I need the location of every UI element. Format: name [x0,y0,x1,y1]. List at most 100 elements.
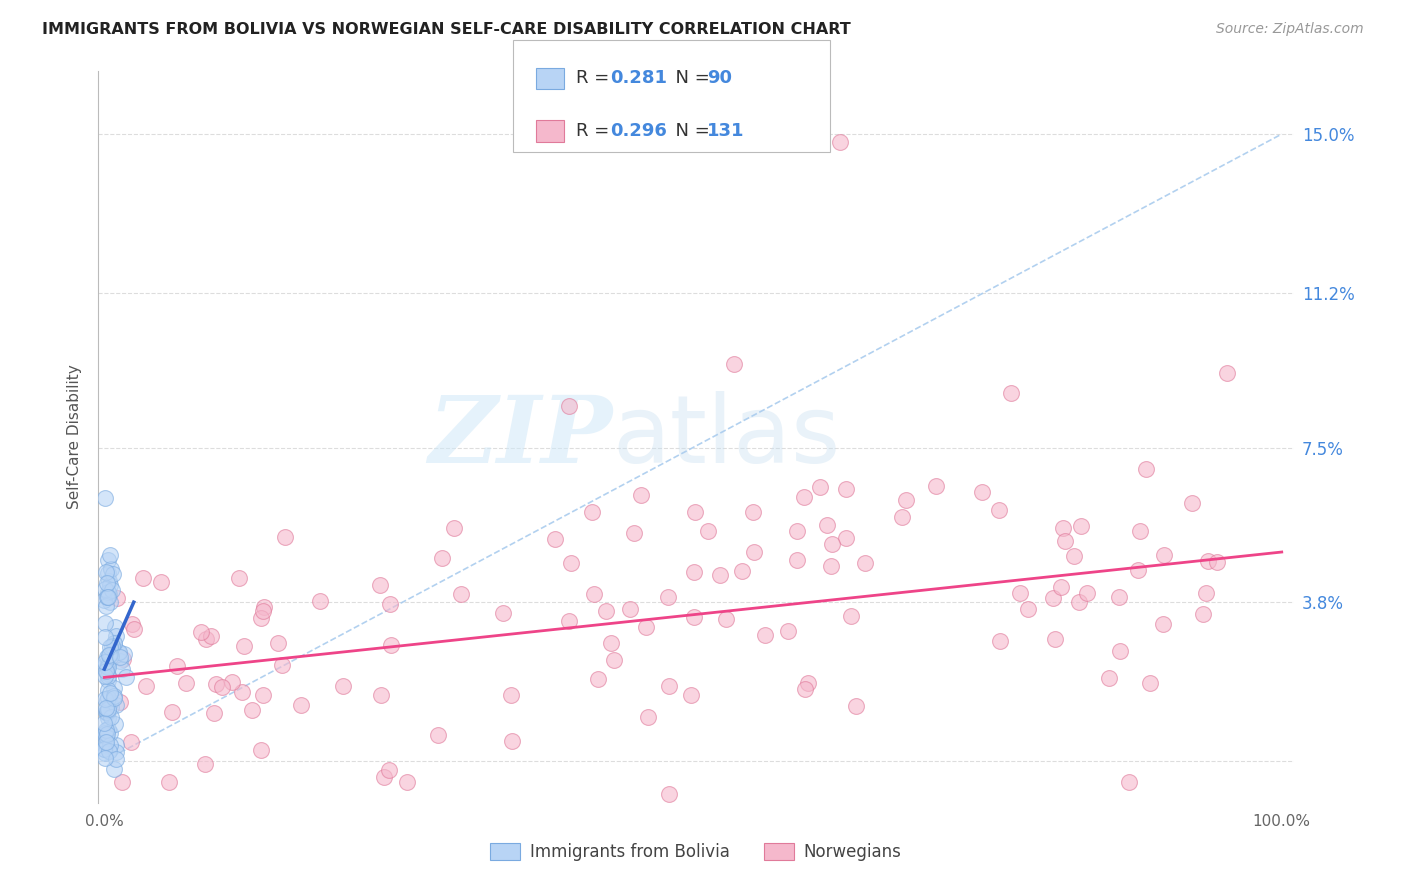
Point [636,620,658,634]
Point [794,682,817,697]
Point [786,552,808,566]
Point [97,702,120,716]
Point [1216,366,1239,380]
Point [894,492,917,507]
Point [93,715,115,730]
Point [211,680,233,694]
Point [94,631,117,645]
Point [94,691,117,706]
Point [103,691,125,706]
Point [427,728,450,742]
Point [1054,533,1077,548]
Point [1098,672,1121,686]
Point [94,729,117,743]
Point [93,742,115,756]
Point [830,136,852,150]
Point [657,591,679,605]
Point [114,670,136,684]
Point [162,706,184,720]
Text: 131: 131 [707,122,745,140]
Point [195,632,218,646]
Text: 0.281: 0.281 [610,70,668,87]
Point [658,679,681,693]
Point [97,658,120,673]
Point [742,545,765,559]
Point [100,726,122,740]
Point [111,775,134,789]
Point [97,690,120,705]
Point [332,680,354,694]
Point [544,533,567,547]
Point [108,645,131,659]
Point [97,566,120,580]
Point [1067,595,1090,609]
Point [121,616,143,631]
Point [586,672,609,686]
Point [105,591,128,605]
Point [103,637,125,651]
Point [97,553,120,567]
Point [97,585,120,599]
Point [94,658,117,673]
Point [228,571,250,585]
Point [96,660,118,674]
Y-axis label: Self-Care Disability: Self-Care Disability [67,365,83,509]
Point [273,530,295,544]
Point [103,636,125,650]
Point [98,578,121,592]
Point [231,685,253,699]
Point [101,567,124,582]
Text: N =: N = [664,122,716,140]
Text: R =: R = [576,70,616,87]
Point [98,648,121,662]
Point [380,638,402,652]
Point [290,698,312,712]
Point [96,591,118,605]
Point [368,578,391,592]
Point [101,583,124,598]
Point [501,734,523,748]
Point [190,624,212,639]
Point [808,480,831,494]
Point [97,722,120,736]
Point [970,484,993,499]
Point [821,537,844,551]
Point [105,738,128,752]
Point [835,483,858,497]
Point [94,742,117,756]
Point [94,615,117,630]
Point [166,659,188,673]
Point [1181,496,1204,510]
Point [104,752,127,766]
Point [100,640,122,655]
Text: R =: R = [576,122,616,140]
Point [100,639,122,653]
Point [378,764,401,778]
Point [817,518,839,533]
Point [194,756,217,771]
Point [1070,519,1092,533]
Point [98,595,121,609]
Point [252,688,274,702]
Point [93,655,115,669]
Point [630,488,652,502]
Point [443,521,465,535]
Text: atlas: atlas [613,391,841,483]
Point [682,609,704,624]
Text: 0.296: 0.296 [610,122,666,140]
Point [174,675,197,690]
Point [105,629,128,643]
Point [250,611,273,625]
Point [988,503,1011,517]
Point [754,628,776,642]
Point [122,622,145,636]
Point [267,636,290,650]
Point [602,653,624,667]
Point [94,706,117,720]
Text: 90: 90 [707,70,733,87]
Point [380,597,402,611]
Point [97,703,120,717]
Point [98,744,121,758]
Point [149,575,172,590]
Point [1008,586,1031,600]
